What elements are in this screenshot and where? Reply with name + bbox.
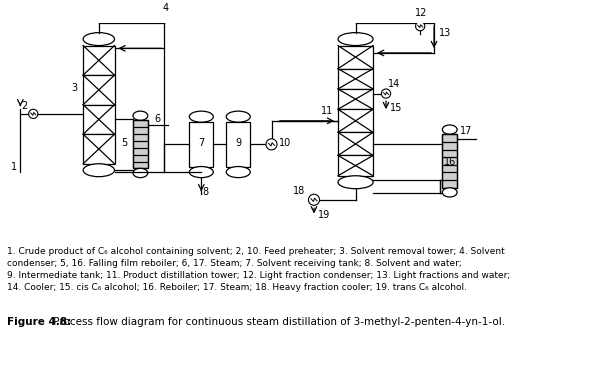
Bar [338, 109, 373, 132]
Text: 8: 8 [202, 188, 208, 197]
Ellipse shape [133, 111, 148, 120]
Circle shape [308, 194, 320, 206]
Ellipse shape [226, 166, 250, 178]
Text: 12: 12 [415, 8, 427, 18]
Bar [338, 156, 373, 176]
Text: 1: 1 [11, 162, 17, 172]
Circle shape [160, 12, 169, 21]
Text: Process flow diagram for continuous steam distillation of 3-methyl-2-penten-4-yn: Process flow diagram for continuous stea… [50, 317, 505, 327]
Text: 18: 18 [292, 186, 305, 196]
Bar [133, 120, 148, 168]
Text: 17: 17 [460, 126, 473, 136]
Bar [226, 122, 250, 166]
Bar [190, 122, 214, 166]
Text: 15: 15 [390, 104, 402, 113]
Bar [442, 134, 457, 188]
Text: 6: 6 [154, 114, 160, 123]
Ellipse shape [226, 111, 250, 122]
Text: 14. Cooler; 15. cis C₆ alcohol; 16. Reboiler; 17. Steam; 18. Heavy fraction cool: 14. Cooler; 15. cis C₆ alcohol; 16. Rebo… [7, 283, 467, 292]
Ellipse shape [83, 33, 115, 45]
Ellipse shape [133, 168, 148, 178]
Text: 3: 3 [72, 83, 78, 93]
Ellipse shape [338, 176, 373, 189]
Text: 4: 4 [162, 3, 169, 13]
Bar [442, 134, 457, 188]
Text: 9: 9 [235, 138, 241, 148]
Bar [83, 45, 115, 75]
Bar [338, 132, 373, 156]
Ellipse shape [442, 125, 457, 134]
Circle shape [382, 89, 391, 98]
Bar [338, 69, 373, 89]
Circle shape [29, 109, 38, 118]
Text: 7: 7 [198, 138, 205, 148]
Text: 13: 13 [439, 28, 451, 38]
Text: 1. Crude product of C₆ alcohol containing solvent; 2, 10. Feed preheater; 3. Sol: 1. Crude product of C₆ alcohol containin… [7, 247, 505, 256]
Text: 2: 2 [21, 100, 27, 111]
Bar [338, 89, 373, 109]
Text: 16: 16 [443, 157, 456, 167]
Ellipse shape [190, 111, 214, 122]
Text: 14: 14 [388, 80, 400, 89]
Circle shape [266, 139, 277, 150]
Ellipse shape [190, 166, 214, 178]
Ellipse shape [83, 164, 115, 177]
Text: Figure 4.8:: Figure 4.8: [7, 317, 71, 327]
Bar [83, 134, 115, 164]
Bar [83, 75, 115, 105]
Text: 5: 5 [122, 138, 128, 148]
Circle shape [416, 21, 425, 31]
Ellipse shape [338, 33, 373, 45]
Text: 10: 10 [279, 138, 291, 148]
Bar [133, 120, 148, 168]
Text: 9. Intermediate tank; 11. Product distillation tower; 12. Light fraction condens: 9. Intermediate tank; 11. Product distil… [7, 271, 511, 280]
Bar [338, 45, 373, 69]
Text: condenser; 5, 16. Falling film reboiler; 6, 17. Steam; 7. Solvent receiving tank: condenser; 5, 16. Falling film reboiler;… [7, 259, 462, 268]
Ellipse shape [442, 188, 457, 197]
Bar [83, 105, 115, 134]
Text: 11: 11 [321, 106, 333, 116]
Text: 19: 19 [317, 210, 330, 219]
